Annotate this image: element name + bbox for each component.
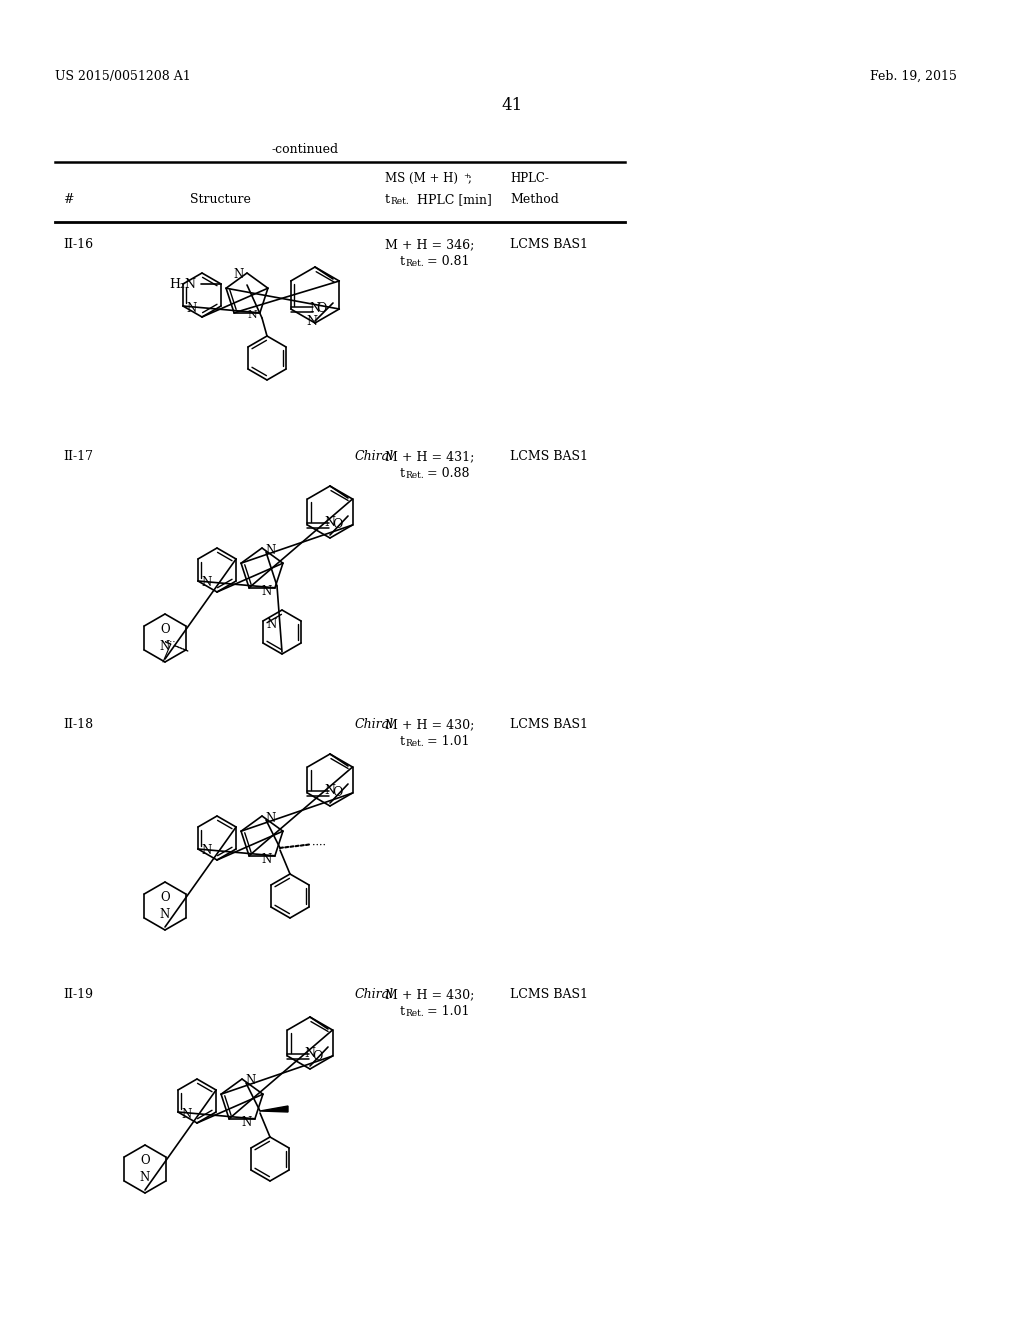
Text: N: N: [245, 1074, 255, 1088]
Text: II-18: II-18: [63, 718, 93, 731]
Text: N: N: [262, 853, 272, 866]
Text: M + H = 346;: M + H = 346;: [385, 238, 474, 251]
Text: N: N: [160, 640, 170, 653]
Text: O: O: [315, 302, 326, 315]
Text: LCMS BAS1: LCMS BAS1: [510, 718, 588, 731]
Text: N: N: [262, 585, 272, 598]
Text: O: O: [160, 891, 170, 904]
Text: N: N: [201, 577, 211, 590]
Text: = 0.81: = 0.81: [423, 255, 469, 268]
Text: Ret.: Ret.: [406, 1008, 424, 1018]
Text: N: N: [242, 1115, 252, 1129]
Text: -continued: -continued: [271, 143, 339, 156]
Text: LCMS BAS1: LCMS BAS1: [510, 450, 588, 463]
Text: +: +: [463, 172, 470, 180]
Text: Chiral: Chiral: [355, 987, 394, 1001]
Text: t: t: [385, 193, 390, 206]
Text: US 2015/0051208 A1: US 2015/0051208 A1: [55, 70, 190, 83]
Text: = 1.01: = 1.01: [423, 1005, 469, 1018]
Text: II-16: II-16: [63, 238, 93, 251]
Text: II-19: II-19: [63, 987, 93, 1001]
Text: Ret.: Ret.: [390, 197, 409, 206]
Text: HPLC [min]: HPLC [min]: [413, 193, 492, 206]
Text: N: N: [309, 302, 321, 315]
Text: N: N: [181, 1107, 191, 1121]
Text: N: N: [160, 908, 170, 921]
Text: M + H = 431;: M + H = 431;: [385, 450, 474, 463]
Text: t: t: [400, 1005, 406, 1018]
Text: N: N: [140, 1171, 151, 1184]
Text: O: O: [333, 787, 343, 800]
Text: Ret.: Ret.: [406, 471, 424, 480]
Text: t: t: [400, 735, 406, 748]
Text: #: #: [63, 193, 74, 206]
Text: O: O: [312, 1049, 323, 1063]
Text: N: N: [265, 544, 275, 557]
Text: Method: Method: [510, 193, 559, 206]
Text: Ret.: Ret.: [406, 259, 424, 268]
Text: N: N: [306, 315, 317, 327]
Polygon shape: [260, 1106, 288, 1111]
Text: N: N: [266, 618, 276, 631]
Text: H₂N: H₂N: [169, 277, 196, 290]
Text: O: O: [140, 1154, 150, 1167]
Text: N: N: [325, 784, 336, 797]
Text: MS (M + H): MS (M + H): [385, 172, 458, 185]
Text: Ret.: Ret.: [406, 739, 424, 748]
Text: t: t: [400, 255, 406, 268]
Text: N: N: [325, 516, 336, 529]
Text: N: N: [265, 812, 275, 825]
Text: M + H = 430;: M + H = 430;: [385, 718, 474, 731]
Text: M + H = 430;: M + H = 430;: [385, 987, 474, 1001]
Text: LCMS BAS1: LCMS BAS1: [510, 987, 588, 1001]
Text: N: N: [233, 268, 244, 281]
Text: N: N: [201, 845, 211, 858]
Text: O: O: [333, 519, 343, 532]
Text: ····: ····: [163, 638, 175, 647]
Text: N: N: [304, 1047, 315, 1060]
Text: Feb. 19, 2015: Feb. 19, 2015: [870, 70, 956, 83]
Text: II-17: II-17: [63, 450, 93, 463]
Text: Structure: Structure: [189, 193, 251, 206]
Text: t: t: [400, 467, 406, 480]
Text: Chiral: Chiral: [355, 450, 394, 463]
Text: LCMS BAS1: LCMS BAS1: [510, 238, 588, 251]
Text: = 1.01: = 1.01: [423, 735, 469, 748]
Text: = 0.88: = 0.88: [423, 467, 469, 480]
Text: ;: ;: [468, 172, 472, 185]
Text: HPLC-: HPLC-: [510, 172, 549, 185]
Text: O: O: [160, 623, 170, 636]
Text: Chiral: Chiral: [355, 718, 394, 731]
Text: 41: 41: [502, 96, 522, 114]
Text: ····: ····: [312, 841, 326, 851]
Text: N: N: [186, 301, 197, 314]
Text: N: N: [247, 310, 257, 319]
